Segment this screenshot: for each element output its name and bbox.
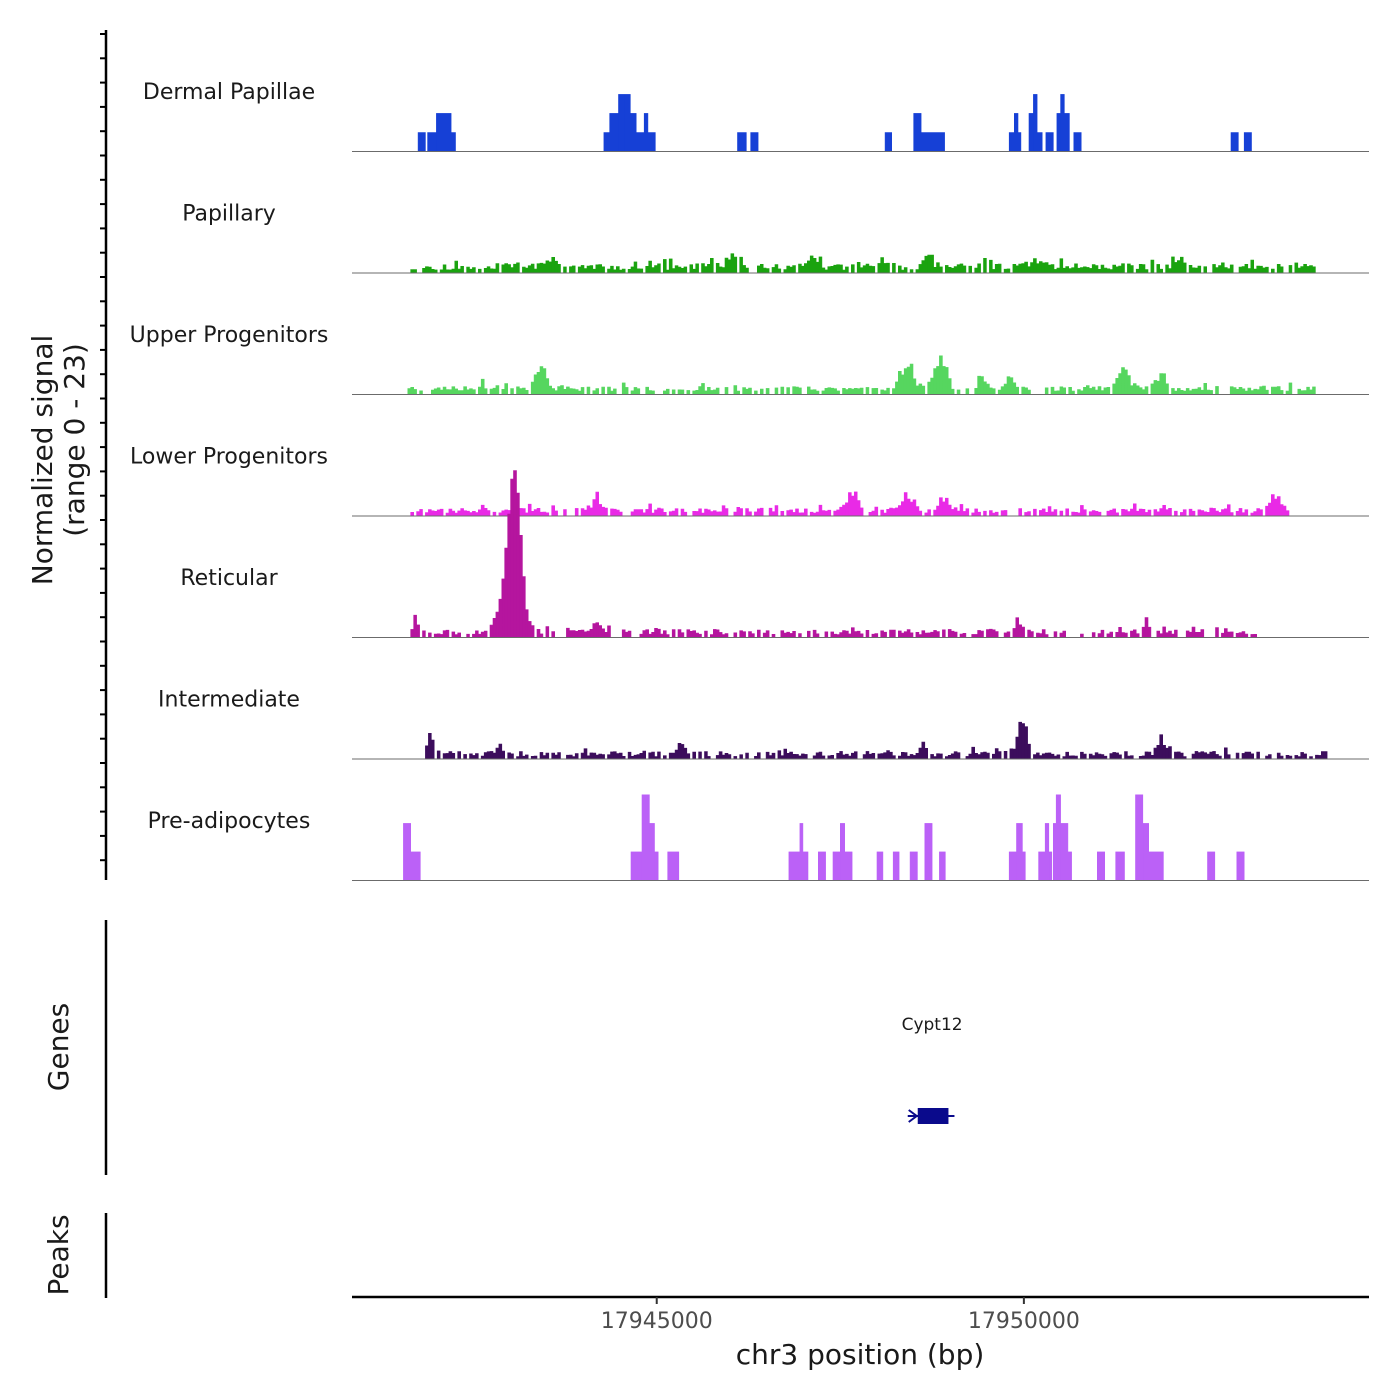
track-pre-adipocytes: Pre-adipocytes	[148, 794, 1369, 881]
track-label: Pre-adipocytes	[148, 809, 311, 834]
track-signal-area	[407, 355, 1316, 395]
peaks-panel-title: Peaks	[42, 1214, 75, 1295]
track-reticular: Reticular	[180, 470, 1369, 638]
x-axis-title: chr3 position (bp)	[736, 1338, 985, 1371]
track-upper-progenitors: Upper Progenitors	[130, 323, 1369, 395]
y-axis-range: (range 0 - 23)	[58, 343, 91, 537]
gene-strand-arrow	[908, 1109, 919, 1123]
genes-panel: Cypt12	[902, 1015, 963, 1124]
signal-y-axis-ticks	[100, 33, 106, 862]
signal-tracks: Dermal Papillae Papillary Upper Progenitor…	[130, 80, 1369, 881]
x-axis-ticks: 17945000 17950000	[601, 1297, 1080, 1334]
track-signal-area	[403, 794, 1245, 881]
track-label: Upper Progenitors	[130, 323, 329, 348]
gene-cypt12: Cypt12	[902, 1015, 963, 1124]
x-tick-label: 17945000	[601, 1309, 713, 1334]
track-signal-area	[417, 94, 1252, 152]
gene-exon-box	[917, 1108, 949, 1124]
genes-panel-title: Genes	[42, 1003, 75, 1091]
track-label: Intermediate	[158, 688, 300, 713]
track-papillary: Papillary	[182, 202, 1369, 274]
y-axis-title: Normalized signal	[26, 335, 59, 586]
track-intermediate: Intermediate	[158, 688, 1369, 760]
track-label: Lower Progenitors	[130, 445, 328, 470]
track-signal-area	[410, 470, 1257, 638]
track-label: Papillary	[182, 202, 276, 227]
x-tick-label: 17950000	[968, 1309, 1080, 1334]
signal-y-axis-title: Normalized signal (range 0 - 23)	[26, 335, 91, 586]
gene-label: Cypt12	[902, 1015, 963, 1035]
track-signal-area	[410, 253, 1316, 274]
track-dermal-papillae: Dermal Papillae	[143, 80, 1369, 152]
track-signal-area	[425, 721, 1328, 760]
track-label: Reticular	[180, 566, 278, 591]
track-lower-progenitors: Lower Progenitors	[130, 445, 1369, 517]
track-label: Dermal Papillae	[143, 80, 315, 105]
track-signal-area	[410, 491, 1290, 517]
